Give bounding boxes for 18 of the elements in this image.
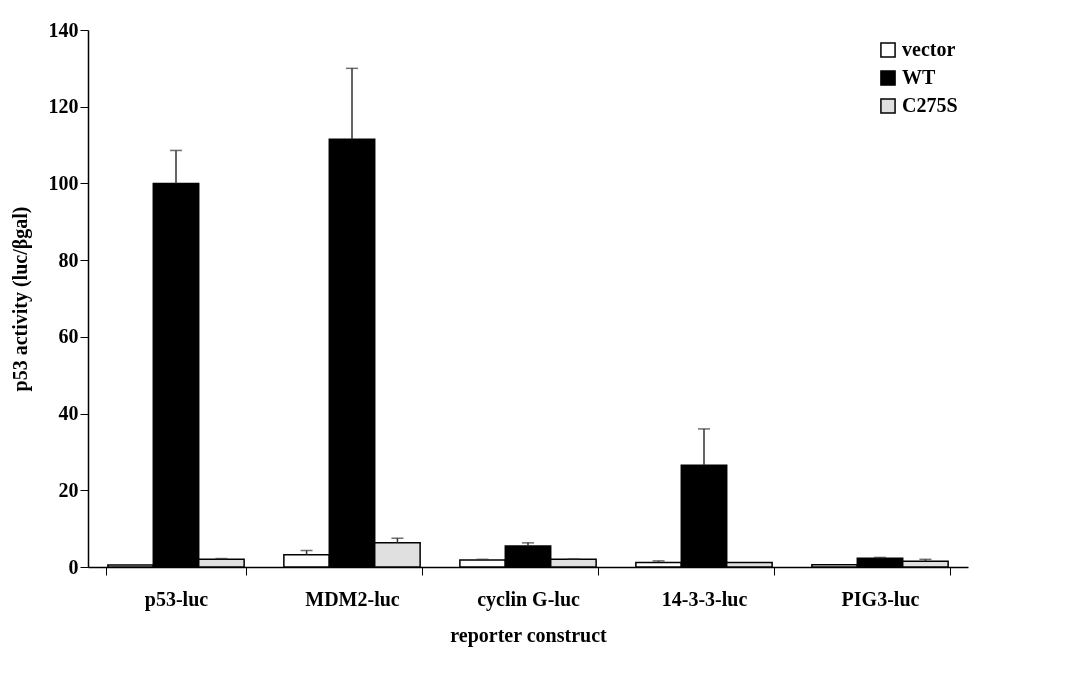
x-tick-label: p53-luc (144, 587, 209, 611)
y-tick-label: 60 (58, 325, 79, 348)
y-tick-label: 40 (58, 402, 79, 425)
x-axis-title: reporter construct (450, 623, 608, 647)
x-tick-label: cyclin G-luc (477, 587, 580, 611)
y-tick-label: 120 (48, 95, 79, 118)
x-tick-label: PIG3-luc (841, 587, 920, 610)
legend-label: C275S (902, 94, 958, 116)
y-tick-label: 80 (58, 248, 79, 271)
y-axis-title: p53 activity (luc/βgal) (8, 206, 32, 392)
y-tick-label: 0 (68, 555, 79, 578)
x-tick-label: 14-3-3-luc (661, 587, 748, 610)
y-tick-label: 140 (48, 18, 79, 41)
legend-label: WT (902, 66, 936, 88)
x-tick-label: MDM2-luc (305, 587, 400, 610)
y-tick-label: 20 (58, 478, 79, 501)
y-tick-label: 100 (48, 171, 79, 194)
legend-label: vector (902, 38, 956, 60)
